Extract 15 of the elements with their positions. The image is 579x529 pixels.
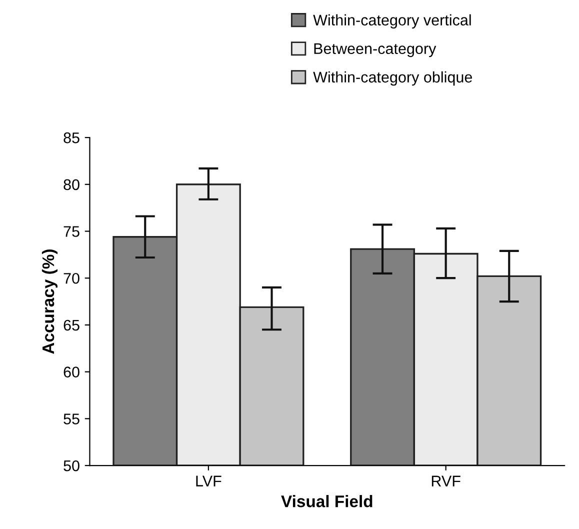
y-tick-label: 50	[64, 460, 80, 472]
legend-label: Between-category	[314, 43, 436, 58]
y-tick-label: 75	[64, 226, 80, 237]
x-tick-label: RVF	[432, 476, 460, 486]
y-tick-label: 55	[64, 414, 80, 424]
y-tick-label: 65	[64, 320, 80, 331]
y-tick-label: 70	[64, 272, 80, 284]
y-tick-label: 85	[64, 132, 80, 144]
x-axis-title: Visual Field	[281, 495, 372, 508]
y-tick-label: 60	[64, 366, 80, 378]
x-tick-label: LVF	[196, 476, 222, 486]
legend-label: Within-category oblique	[313, 71, 472, 86]
legend-label: Within-category vertical	[313, 14, 471, 29]
y-tick-label: 80	[64, 179, 80, 190]
y-axis-title: Accuracy (%)	[42, 250, 58, 354]
